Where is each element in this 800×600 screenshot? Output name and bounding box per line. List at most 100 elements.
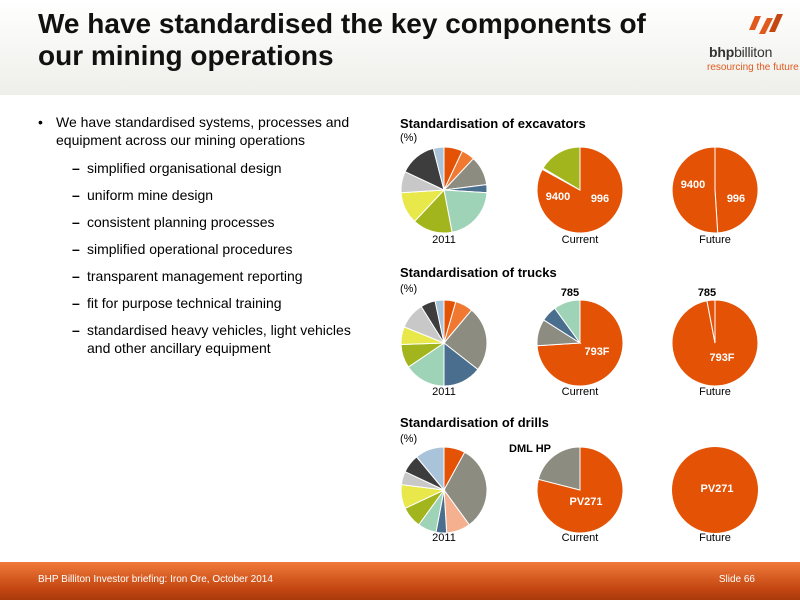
trucks-2011-pie-slice-8 (420, 300, 445, 344)
trucks-2011-pie-slice-4 (407, 342, 445, 387)
trucks-current-pie-caption: Current (562, 386, 599, 398)
drills-future-pie-slice-0 (672, 447, 758, 533)
trucks-2011-pie-slice-9 (434, 299, 445, 344)
dash-icon: – (72, 322, 80, 338)
sub-bullet: – standardised heavy vehicles, light vehi… (72, 321, 378, 357)
sub-bullet-text: fit for purpose technical training (87, 295, 282, 311)
trucks-unit-label: (%) (400, 283, 418, 295)
trucks-future-slice-label: 793F (709, 352, 734, 364)
excavators-future-pie-slice-1 (671, 146, 719, 234)
trucks-future-pie-slice-0 (671, 299, 759, 387)
dash-icon: – (72, 214, 80, 230)
drills-2011-pie-slice-3 (435, 489, 448, 534)
trucks-2011-pie-slice-5 (400, 342, 446, 368)
excavators-2011-pie-slice-5 (413, 188, 453, 234)
sub-bullet-text: simplified operational procedures (87, 241, 293, 257)
drills-current-slice-label: DML HP (509, 443, 551, 455)
sub-bullet: – fit for purpose technical training (72, 294, 378, 312)
drills-2011-pie-slice-8 (404, 456, 445, 491)
excavators-2011-pie-caption: 2011 (432, 234, 456, 246)
sub-bullet: – simplified organisational design (72, 159, 378, 177)
sub-bullet: – uniform mine design (72, 186, 378, 204)
logo-brand-bold: bhp (709, 44, 735, 60)
drills-2011-pie-slice-0 (443, 446, 466, 491)
excavators-unit-label: (%) (400, 132, 418, 144)
excavators-future-slice-label: 996 (727, 193, 745, 205)
bullet-list: • We have standardised systems, processe… (38, 113, 378, 366)
excavators-2011-pie-slice-3 (443, 184, 488, 194)
drills-2011-pie-slice-9 (415, 446, 445, 492)
excavators-2011-pie-slice-1 (443, 150, 475, 191)
excavators-2011-pie-slice-4 (443, 189, 488, 233)
drills-2011-pie-slice-2 (443, 488, 470, 534)
drills-current-slice-label: PV271 (569, 496, 602, 508)
trucks-future-pie-slice-1 (706, 299, 716, 344)
trucks-current-pie-slice-0 (536, 299, 624, 387)
drills-current-pie-slice-1 (537, 446, 581, 491)
sub-bullet-text: transparent management reporting (87, 268, 303, 284)
slide-title: We have standardised the key components … (38, 8, 678, 72)
drills-future-pie-caption: Future (699, 532, 731, 544)
slide-title-line-1: We have standardised the key components … (38, 8, 646, 39)
drills-future-slice-label: PV271 (700, 483, 733, 495)
drills-2011-pie-slice-6 (400, 484, 446, 509)
trucks-current-pie-slice-1 (536, 319, 582, 347)
dash-icon: – (72, 268, 80, 284)
trucks-2011-pie-slice-1 (443, 301, 473, 344)
trucks-current-pie-slice-3 (554, 299, 581, 345)
slide-footer: BHP Billiton Investor briefing: Iron Ore… (0, 562, 800, 600)
excavators-2011-pie-slice-0 (443, 146, 463, 191)
trucks-current-pie-slice-2 (542, 307, 581, 344)
drills-current-pie-slice-0 (536, 446, 624, 534)
excavators-future-pie-slice-0 (714, 146, 759, 234)
dash-icon: – (72, 187, 80, 203)
excavators-current-slice-label: 9400 (546, 191, 570, 203)
sub-bullet: – transparent management reporting (72, 267, 378, 285)
logo-mark-icon (749, 14, 783, 34)
logo-tagline: resourcing the future (707, 62, 799, 73)
drills-2011-pie-slice-7 (400, 471, 445, 491)
sub-bullet-list: – simplified organisational design – unifo… (72, 159, 378, 357)
excavators-current-slice-label: 996 (591, 193, 609, 205)
dash-icon: – (72, 295, 80, 311)
excavators-current-pie-caption: Current (562, 234, 599, 246)
excavators-2011-pie-slice-2 (442, 157, 488, 191)
slide-number: Slide 66 (718, 574, 755, 585)
excavators-current-pie-slice-2 (542, 146, 581, 191)
excavators-current-pie-slice-1 (541, 167, 581, 191)
bhp-billiton-logo: bhpbilliton resourcing the future (705, 12, 799, 82)
trucks-current-slice-label: 793F (584, 346, 609, 358)
trucks-future-pie-caption: Future (699, 386, 731, 398)
trucks-2011-pie-slice-0 (443, 299, 457, 344)
drills-2011-pie-slice-1 (443, 451, 488, 526)
excavators-2011-pie-slice-8 (404, 147, 445, 191)
trucks-current-slice-label: 785 (561, 287, 579, 299)
excavators-current-pie-slice-0 (536, 146, 624, 234)
excavators-future-slice-label: 9400 (681, 179, 705, 191)
drills-2011-pie-slice-5 (404, 489, 445, 526)
main-bullet-text: We have standardised systems, processes … (56, 114, 350, 148)
drills-current-pie-caption: Current (562, 532, 599, 544)
logo-brand-rest: billiton (734, 44, 773, 60)
trucks-2011-pie-slice-6 (400, 326, 445, 346)
trucks-future-slice-label: 785 (698, 287, 716, 299)
trucks-2011-pie-slice-3 (443, 341, 479, 387)
drills-2011-pie-caption: 2011 (432, 532, 456, 544)
trucks-2011-pie-slice-2 (443, 309, 488, 371)
sub-bullet-text: simplified organisational design (87, 160, 282, 176)
sub-bullet-text: standardised heavy vehicles, light vehic… (87, 322, 351, 356)
sub-bullet-text: uniform mine design (87, 187, 214, 203)
excavators-2011-pie-slice-9 (432, 146, 445, 191)
excavators-2011-pie-slice-6 (400, 189, 446, 223)
drills-unit-label: (%) (400, 433, 418, 445)
trucks-section-title: Standardisation of trucks (400, 265, 557, 280)
dash-icon: – (72, 241, 80, 257)
drills-section-title: Standardisation of drills (400, 415, 549, 430)
excavators-future-pie-caption: Future (699, 234, 731, 246)
dash-icon: – (72, 160, 80, 176)
sub-bullet: – simplified operational procedures (72, 240, 378, 258)
excavators-2011-pie-slice-7 (400, 171, 445, 194)
slide-title-line-2: our mining operations (38, 40, 334, 71)
excavators-section-title: Standardisation of excavators (400, 116, 586, 131)
slide-header: We have standardised the key components … (0, 0, 800, 95)
